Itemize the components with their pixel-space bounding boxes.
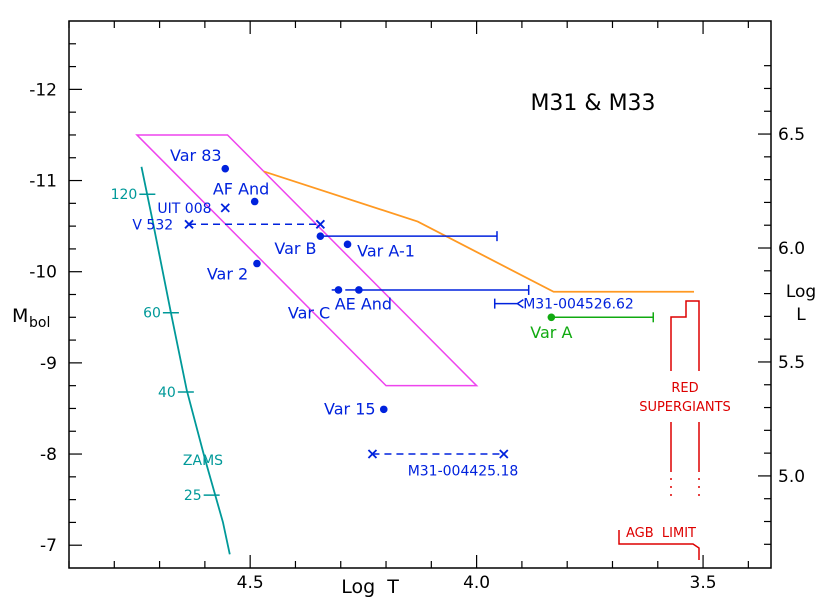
star-x-marker [220, 203, 230, 213]
y-tick-label-right: 5.0 [778, 467, 805, 487]
star-x-marker [184, 219, 194, 229]
y-axis-right-label-bottom: L [796, 305, 806, 325]
tick-marks [68, 21, 771, 568]
rsg-dotted-ends [670, 478, 700, 498]
y-tick-label-left: -12 [29, 80, 57, 100]
star-point [253, 259, 261, 268]
error-bars [189, 219, 654, 459]
star-point [379, 405, 388, 414]
y-tick-label-right: 5.5 [778, 353, 805, 373]
star-point [334, 286, 343, 294]
star-point [316, 232, 325, 240]
x-tick-label: 3.5 [690, 573, 717, 593]
rsg-label-line-1: RED [671, 381, 698, 396]
star-label: Var B [274, 239, 316, 258]
error-bar-x-cap [315, 219, 325, 229]
zams-mass-label: 40 [158, 385, 176, 401]
zams-label: ZAMS [183, 453, 223, 469]
star-label: Var 83 [170, 146, 222, 165]
zams-mass-label: 120 [111, 187, 138, 203]
star-label: Var 2 [207, 264, 248, 283]
y-axis-label-sub: bol [29, 315, 50, 331]
chart-title: M31 & M33 [530, 91, 655, 116]
arrow-head [516, 298, 524, 309]
agb-limit-label: AGB LIMIT [626, 526, 696, 541]
agb-limit-line [618, 530, 700, 560]
zams-mass-label: 25 [184, 488, 202, 504]
zams-curve [140, 166, 231, 555]
star-label: AF And [213, 180, 269, 199]
y-axis-right-label-top: Log [786, 282, 816, 302]
x-tick-label: 4.0 [463, 573, 490, 593]
star-x-marker [367, 449, 378, 459]
star-label: Var A-1 [357, 242, 415, 261]
star-point [250, 197, 259, 206]
star-markers [184, 164, 556, 459]
star-label: M31-004425.18 [408, 463, 519, 479]
rsg-label-line-2: SUPERGIANTS [639, 400, 731, 415]
star-label: M31-004526.62 [523, 297, 634, 313]
humphreys-davidson-limit [263, 170, 695, 293]
region-outlines [135, 134, 695, 555]
star-label: Var A [530, 323, 572, 342]
rsg-lower-lines [670, 422, 700, 472]
y-axis-label-main: M [12, 305, 28, 327]
red-supergiant-region [618, 300, 700, 560]
y-tick-label-left: -8 [40, 445, 57, 465]
y-tick-label-left: -7 [40, 536, 57, 556]
y-tick-label-left: -10 [29, 263, 57, 283]
x-axis-label: Log T [341, 576, 399, 598]
y-tick-label-left: -9 [40, 354, 57, 374]
star-point [355, 286, 363, 294]
plot-frame [68, 20, 772, 569]
star-label: UIT 008 [157, 201, 211, 217]
y-tick-label-right: 6.0 [778, 239, 805, 259]
y-tick-label-left: -11 [29, 172, 57, 192]
star-label: V 532 [132, 217, 173, 233]
star-point [343, 240, 352, 249]
star-point [221, 164, 230, 173]
zams-mass-label: 60 [143, 306, 161, 322]
x-tick-label: 4.5 [237, 573, 264, 593]
data-labels: 4.5 4.0 3.5 -12 -11 -10 -9 -8 -7 6.5 6.0 5.5 5.0 120 6… [29, 80, 805, 593]
star-point [547, 313, 556, 322]
y-tick-label-right: 6.5 [778, 125, 805, 145]
star-label: AE And [335, 295, 392, 314]
rsg-outline [670, 300, 700, 371]
error-bar-x-cap [499, 449, 509, 459]
lbv-instability-strip [135, 134, 479, 387]
star-label: Var C [288, 304, 330, 323]
star-label: Var 15 [324, 399, 376, 418]
